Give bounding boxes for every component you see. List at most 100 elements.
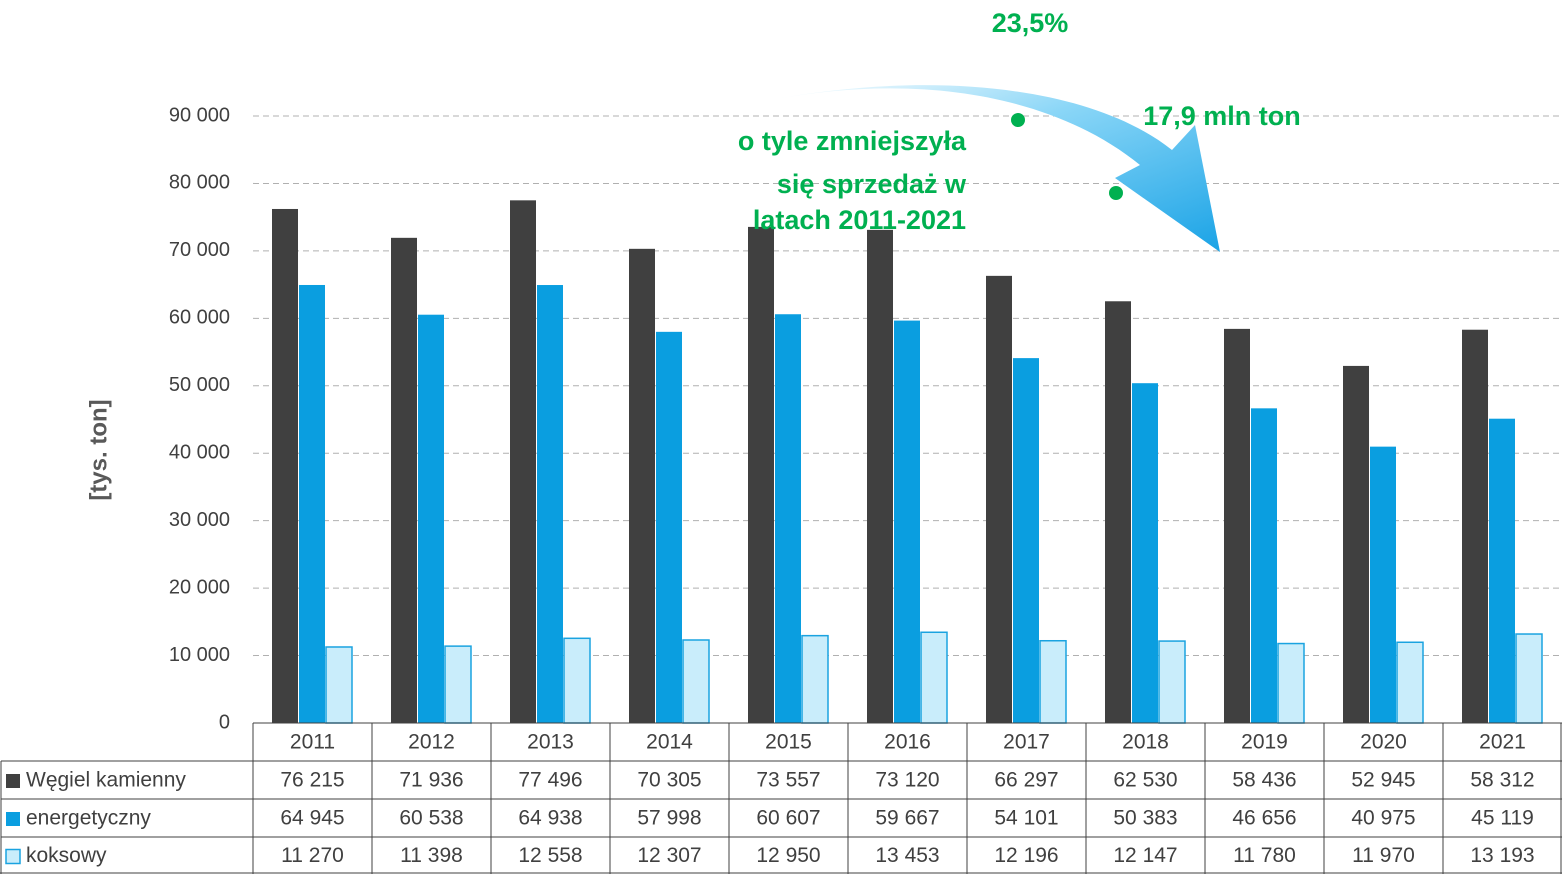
- bar: [272, 208, 298, 723]
- bar: [682, 639, 710, 724]
- bar: [1277, 642, 1305, 724]
- table-cell: 45 119: [1471, 807, 1534, 830]
- bar: [510, 200, 536, 724]
- bar: [801, 634, 829, 724]
- bar: [325, 646, 353, 724]
- bar: [1105, 301, 1131, 723]
- bar: [1462, 329, 1488, 723]
- bar: [867, 229, 893, 723]
- table-cell: 58 312: [1470, 769, 1534, 792]
- table-cell: 11 780: [1233, 844, 1296, 867]
- table-cell: 70 305: [637, 769, 701, 792]
- table-cell: 77 496: [518, 769, 582, 792]
- bar: [748, 226, 774, 723]
- bar: [444, 645, 472, 724]
- legend-swatch: [5, 848, 21, 865]
- table-cell: 12 147: [1113, 844, 1177, 867]
- table-cell: 60 538: [399, 807, 463, 830]
- table-cell: 13 193: [1470, 844, 1534, 867]
- bar: [894, 320, 920, 723]
- table-cell: 11 270: [281, 844, 344, 867]
- bar: [1132, 383, 1158, 723]
- bar: [537, 285, 563, 723]
- table-cell: 57 998: [637, 807, 701, 830]
- x-tick-label: 2021: [1479, 731, 1526, 754]
- bar: [563, 637, 591, 724]
- table-cell: 12 196: [994, 844, 1058, 867]
- table-cell: 64 938: [518, 807, 582, 830]
- table-cell: 46 656: [1232, 807, 1296, 830]
- bar: [1013, 358, 1039, 723]
- table-cell: 73 557: [756, 769, 820, 792]
- x-tick-label: 2017: [1003, 731, 1050, 754]
- x-tick-label: 2011: [290, 731, 335, 754]
- x-tick-label: 2019: [1241, 731, 1288, 754]
- y-tick-label: 30 000: [169, 509, 230, 531]
- y-tick-label: 70 000: [169, 239, 230, 261]
- table-cell: 62 530: [1113, 769, 1177, 792]
- table-cell: 71 936: [399, 769, 463, 792]
- legend-swatch: [6, 774, 20, 788]
- y-tick-label: 80 000: [169, 172, 230, 194]
- x-tick-label: 2018: [1122, 731, 1169, 754]
- bar: [299, 284, 325, 723]
- bar: [629, 248, 655, 723]
- table-cell: 12 558: [518, 844, 582, 867]
- table-cell: 12 950: [756, 844, 820, 867]
- legend-swatch: [6, 812, 20, 826]
- y-axis-label: [tys. ton]: [85, 399, 112, 500]
- bar: [1224, 328, 1250, 723]
- table-cell: 12 307: [637, 844, 701, 867]
- bar: [920, 631, 948, 724]
- table-cell: 52 945: [1351, 769, 1415, 792]
- legend-label: energetyczny: [26, 807, 151, 830]
- y-tick-label: 90 000: [169, 104, 230, 126]
- x-tick-label: 2020: [1360, 731, 1407, 754]
- table-cell: 50 383: [1113, 807, 1177, 830]
- y-tick-label: 0: [219, 711, 230, 733]
- table-cell: 59 667: [875, 807, 939, 830]
- y-tick-label: 10 000: [169, 644, 230, 666]
- bar: [986, 275, 1012, 723]
- table-cell: 60 607: [756, 807, 820, 830]
- bar: [1343, 365, 1369, 723]
- legend-label: Węgiel kamienny: [26, 769, 186, 792]
- bar: [418, 314, 444, 723]
- bar: [775, 314, 801, 723]
- annotation: się sprzedaż w: [777, 169, 967, 199]
- x-tick-label: 2015: [765, 731, 812, 754]
- legend-label: koksowy: [26, 844, 107, 867]
- bar: [1489, 418, 1515, 723]
- bar: [1515, 633, 1543, 724]
- table-cell: 40 975: [1351, 807, 1415, 830]
- annotation: 23,5%: [992, 8, 1069, 38]
- annotation: 17,9 mln ton: [1143, 101, 1301, 131]
- bar: [1251, 408, 1277, 723]
- table-cell: 13 453: [875, 844, 939, 867]
- x-tick-label: 2012: [408, 731, 455, 754]
- table-cell: 54 101: [994, 807, 1058, 830]
- x-tick-label: 2013: [527, 731, 574, 754]
- y-tick-label: 20 000: [169, 576, 230, 598]
- table-cell: 66 297: [994, 769, 1058, 792]
- dot: [1011, 113, 1025, 127]
- arrow: [770, 85, 1220, 252]
- bar: [1158, 640, 1186, 724]
- table-cell: 64 945: [280, 807, 344, 830]
- y-tick-label: 50 000: [169, 374, 230, 396]
- x-tick-label: 2014: [646, 731, 693, 754]
- table-cell: 76 215: [280, 769, 344, 792]
- y-tick-label: 60 000: [169, 307, 230, 329]
- bar: [1396, 641, 1424, 724]
- annotation: latach 2011-2021: [753, 205, 966, 235]
- table-cell: 11 970: [1352, 844, 1415, 867]
- y-tick-label: 40 000: [169, 442, 230, 464]
- bar: [656, 331, 682, 723]
- x-tick-label: 2016: [884, 731, 931, 754]
- bar: [1039, 639, 1067, 724]
- annotation: o tyle zmniejszyła: [738, 126, 967, 156]
- table-cell: 11 398: [400, 844, 463, 867]
- table-cell: 58 436: [1232, 769, 1296, 792]
- bar: [1370, 446, 1396, 723]
